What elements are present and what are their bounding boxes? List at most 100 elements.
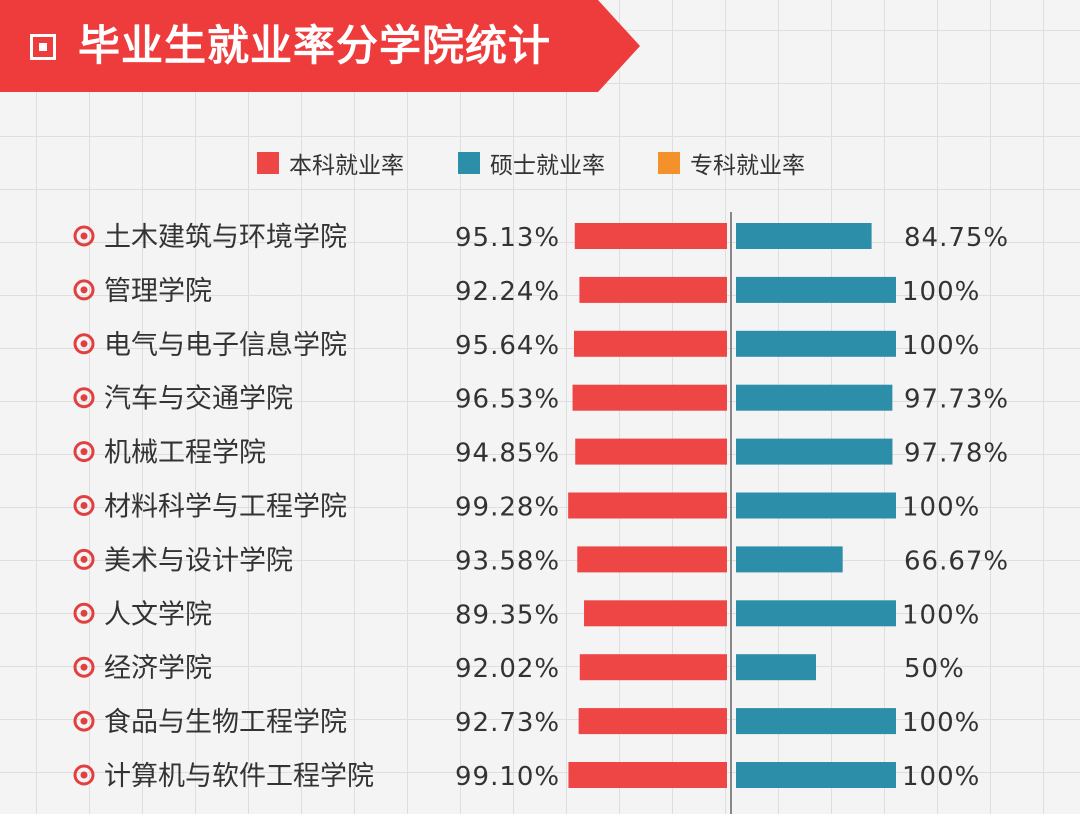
category-label: 汽车与交通学院 bbox=[104, 384, 293, 415]
value-label-master: 100% bbox=[902, 331, 980, 361]
value-label-master: 50% bbox=[904, 654, 965, 684]
bar-master bbox=[736, 708, 896, 735]
title-banner: 毕业生就业率分学院统计 bbox=[0, 0, 640, 92]
bullet-icon-dot bbox=[80, 717, 88, 725]
legend-item-undergrad: 本科就业率 bbox=[257, 146, 404, 180]
category-label: 土木建筑与环境学院 bbox=[104, 222, 347, 253]
legend-swatch-undergrad bbox=[257, 152, 279, 174]
bullet-icon-dot bbox=[80, 394, 88, 402]
legend-label-junior: 专科就业率 bbox=[690, 153, 805, 179]
bar-undergrad bbox=[568, 762, 727, 788]
bar-undergrad bbox=[577, 546, 727, 573]
bar-master bbox=[736, 330, 896, 357]
bar-undergrad bbox=[568, 492, 727, 519]
category-label: 管理学院 bbox=[104, 276, 212, 307]
chart-row: 人文学院 89.35% 100% bbox=[73, 599, 980, 630]
category-label: 机械工程学院 bbox=[104, 438, 266, 469]
bullet-icon-dot bbox=[80, 609, 88, 617]
category-label: 经济学院 bbox=[104, 653, 212, 684]
bullet-icon bbox=[73, 279, 95, 301]
chart-row: 土木建筑与环境学院 95.13% 84.75% bbox=[73, 222, 1009, 253]
value-label-master: 84.75% bbox=[904, 223, 1009, 253]
bar-master bbox=[736, 600, 896, 627]
bar-undergrad bbox=[579, 276, 727, 303]
category-label: 人文学院 bbox=[104, 599, 212, 630]
bullet-icon-dot bbox=[80, 448, 88, 456]
bar-master bbox=[736, 762, 896, 788]
bullet-icon bbox=[73, 548, 95, 570]
bullet-icon-dot bbox=[80, 340, 88, 348]
category-label: 食品与生物工程学院 bbox=[104, 707, 347, 738]
bar-master bbox=[736, 546, 843, 573]
legend-swatch-master bbox=[458, 152, 480, 174]
bar-undergrad bbox=[584, 600, 727, 627]
bar-master bbox=[736, 438, 893, 465]
bullet-icon-dot bbox=[80, 232, 88, 240]
value-label-master: 100% bbox=[902, 762, 980, 792]
value-label-master: 100% bbox=[902, 493, 980, 523]
chart-row: 汽车与交通学院 96.53% 97.73% bbox=[73, 384, 1009, 415]
value-label-master: 66.67% bbox=[904, 546, 1009, 576]
bar-undergrad bbox=[574, 223, 727, 249]
value-label-master: 100% bbox=[902, 600, 980, 630]
value-label-undergrad: 92.02% bbox=[455, 654, 560, 684]
value-label-master: 97.78% bbox=[904, 439, 1009, 469]
chart-row: 美术与设计学院 93.58% 66.67% bbox=[73, 545, 1009, 576]
chart-row: 管理学院 92.24% 100% bbox=[73, 276, 980, 307]
legend-item-master: 硕士就业率 bbox=[458, 146, 605, 180]
bullet-icon bbox=[73, 495, 95, 516]
bullet-icon bbox=[73, 656, 95, 678]
value-label-undergrad: 95.64% bbox=[455, 331, 560, 361]
bullet-icon bbox=[73, 333, 95, 355]
category-label: 电气与电子信息学院 bbox=[104, 330, 347, 361]
legend-label-undergrad: 本科就业率 bbox=[289, 153, 404, 179]
value-label-undergrad: 93.58% bbox=[455, 546, 560, 576]
value-label-master: 97.73% bbox=[904, 385, 1009, 415]
square-icon bbox=[30, 34, 56, 60]
chart-row: 材料科学与工程学院 99.28% 100% bbox=[73, 492, 980, 523]
bar-master bbox=[736, 276, 896, 303]
value-label-undergrad: 95.13% bbox=[455, 223, 560, 253]
legend-label-master: 硕士就业率 bbox=[490, 153, 605, 179]
bullet-icon bbox=[73, 710, 95, 732]
value-label-undergrad: 96.53% bbox=[455, 385, 560, 415]
bullet-icon-dot bbox=[80, 771, 88, 779]
bullet-icon bbox=[73, 602, 95, 624]
bullet-icon bbox=[73, 441, 95, 463]
bar-undergrad bbox=[575, 438, 727, 465]
value-label-undergrad: 99.28% bbox=[455, 493, 560, 523]
chart-row: 电气与电子信息学院 95.64% 100% bbox=[73, 330, 980, 361]
bar-master bbox=[736, 223, 872, 249]
legend-swatch-junior bbox=[658, 152, 680, 174]
legend-item-junior: 专科就业率 bbox=[658, 146, 805, 180]
chart-row: 经济学院 92.02% 50% bbox=[73, 653, 965, 684]
bullet-icon-dot bbox=[80, 555, 88, 563]
value-label-undergrad: 99.10% bbox=[455, 762, 560, 792]
bullet-icon bbox=[73, 387, 95, 409]
chart-row: 计算机与软件工程学院 99.10% 100% bbox=[73, 761, 980, 792]
value-label-master: 100% bbox=[902, 708, 980, 738]
chart-row: 机械工程学院 94.85% 97.78% bbox=[73, 438, 1009, 469]
bullet-icon-dot bbox=[80, 663, 88, 671]
bullet-icon-dot bbox=[80, 286, 88, 294]
value-label-undergrad: 94.85% bbox=[455, 439, 560, 469]
chart-title: 毕业生就业率分学院统计 bbox=[78, 21, 552, 70]
bar-undergrad bbox=[573, 330, 727, 357]
bar-master bbox=[736, 492, 896, 519]
bar-undergrad bbox=[578, 708, 727, 735]
category-label: 材料科学与工程学院 bbox=[104, 492, 347, 523]
bar-undergrad bbox=[579, 654, 727, 681]
bar-master bbox=[736, 384, 893, 411]
bar-master bbox=[736, 654, 816, 681]
value-label-undergrad: 92.24% bbox=[455, 277, 560, 307]
bullet-icon bbox=[73, 225, 95, 247]
bar-undergrad bbox=[572, 384, 727, 411]
chart-row: 食品与生物工程学院 92.73% 100% bbox=[73, 707, 980, 738]
category-label: 计算机与软件工程学院 bbox=[104, 761, 374, 792]
bullet-icon-dot bbox=[80, 502, 88, 509]
bullet-icon bbox=[73, 764, 95, 786]
category-label: 美术与设计学院 bbox=[104, 545, 293, 576]
value-label-master: 100% bbox=[902, 277, 980, 307]
value-label-undergrad: 89.35% bbox=[455, 600, 560, 630]
